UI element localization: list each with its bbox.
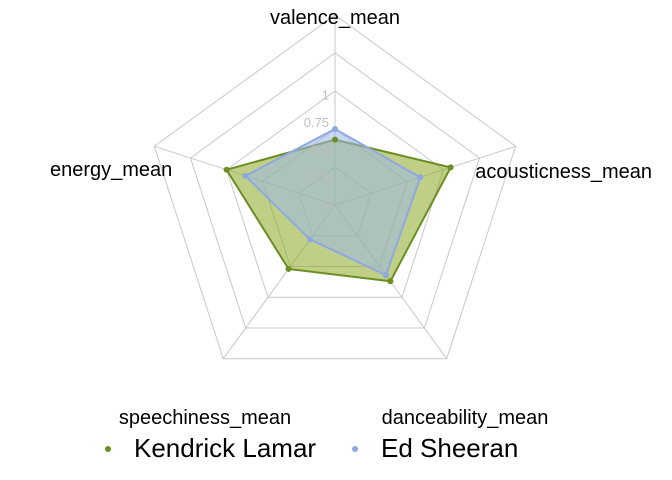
axis-label-danceability: danceability_mean bbox=[382, 407, 549, 429]
data-point-ed-sheeran-acousticness-mean bbox=[417, 174, 424, 181]
axis-label-acousticness: acousticness_mean bbox=[475, 161, 652, 183]
legend-label-kendrick-lamar: Kendrick Lamar bbox=[134, 433, 316, 463]
data-point-kendrick-lamar-danceability-mean bbox=[387, 278, 394, 285]
radar-series bbox=[223, 126, 454, 285]
grid-ring bbox=[153, 14, 517, 360]
axis-label-speechiness: speechiness_mean bbox=[119, 407, 291, 429]
legend: Kendrick Lamar Ed Sheeran bbox=[105, 433, 518, 463]
series-area-ed-sheeran bbox=[243, 127, 422, 277]
tick-label: 0.75 bbox=[304, 115, 329, 130]
grid-ring bbox=[189, 52, 481, 329]
tick-label: 0.25 bbox=[304, 170, 329, 185]
axis-labels: valence_mean acousticness_mean danceabil… bbox=[50, 7, 652, 429]
data-point-kendrick-lamar-acousticness-mean bbox=[447, 164, 454, 171]
data-point-ed-sheeran-danceability-mean bbox=[382, 272, 389, 279]
legend-marker-kendrick-lamar bbox=[105, 446, 111, 452]
data-point-kendrick-lamar-valence-mean bbox=[332, 136, 338, 143]
axis-label-energy: energy_mean bbox=[50, 159, 172, 181]
tick-label: 1 bbox=[322, 88, 329, 103]
legend-label-ed-sheeran: Ed Sheeran bbox=[381, 433, 518, 463]
grid-ring bbox=[225, 90, 445, 298]
data-point-ed-sheeran-energy-mean bbox=[242, 172, 249, 179]
axis-label-valence: valence_mean bbox=[270, 7, 400, 29]
data-point-kendrick-lamar-energy-mean bbox=[223, 166, 230, 173]
radial-tick-labels: 0 0.25 0.5 0.75 1 bbox=[304, 88, 329, 212]
data-point-ed-sheeran-speechiness-mean bbox=[306, 236, 313, 243]
legend-marker-ed-sheeran bbox=[352, 446, 358, 452]
data-point-kendrick-lamar-speechiness-mean bbox=[285, 265, 292, 272]
tick-label: 0.5 bbox=[311, 142, 329, 157]
tick-label: 0 bbox=[322, 197, 329, 212]
data-point-ed-sheeran-valence-mean bbox=[332, 126, 338, 132]
